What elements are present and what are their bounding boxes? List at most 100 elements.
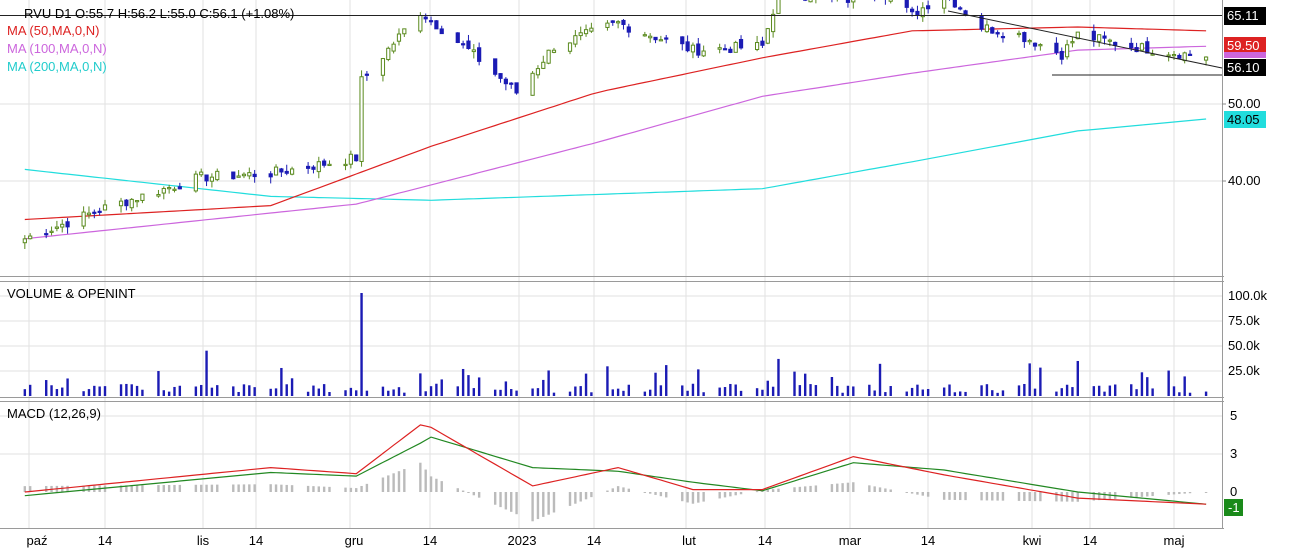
candle-body [904, 0, 909, 8]
candle-body [199, 171, 204, 176]
macd-histogram-bar [403, 469, 406, 492]
ma50-tag: 59.50 [1227, 38, 1260, 53]
volume-bar [584, 373, 588, 396]
volume-bar [873, 390, 876, 396]
candle-body [1182, 52, 1187, 62]
macd-histogram-bar [285, 484, 288, 492]
candle-body [926, 5, 931, 10]
volume-bar [948, 384, 951, 396]
volume-bar [312, 385, 315, 396]
time-axis: paź 14 lis 14 gru 14 2023 14 lut 14 mar … [27, 533, 1185, 548]
candle-body [1171, 54, 1177, 57]
ma50-legend: MA (50,MA,0,N) [7, 23, 99, 38]
macd-histogram-bar [317, 486, 320, 492]
candle-body [642, 34, 647, 37]
macd-histogram-bar [1204, 492, 1208, 493]
volume-bar [1178, 392, 1181, 396]
macd-histogram-bar [365, 483, 369, 492]
macd-histogram-bar [1146, 492, 1149, 497]
candle-body [1091, 30, 1096, 41]
volume-bar [542, 379, 545, 396]
candle-body [49, 230, 54, 233]
volume-bar [472, 388, 476, 396]
candle-body [765, 28, 770, 44]
candle-body [664, 37, 669, 40]
candle-body [1129, 42, 1134, 49]
macd-histogram-bar [590, 492, 593, 498]
candle-body [193, 173, 198, 192]
macd-histogram-bar [926, 492, 930, 497]
macd-histogram-bar [985, 492, 989, 501]
volume-bar [510, 389, 513, 396]
volume-bar [328, 392, 331, 396]
candle-body [1000, 36, 1006, 39]
candle-body [65, 221, 70, 228]
ma100-legend: MA (100,MA,0,N) [7, 41, 107, 56]
macd-histogram-bar [643, 492, 647, 493]
volume-bar [477, 377, 481, 396]
panel-frames [0, 0, 1224, 529]
time-label: 2023 [508, 533, 537, 548]
candle-body [509, 82, 514, 85]
time-label: lis [197, 533, 210, 548]
macd-histogram-bar [884, 488, 887, 492]
candle-body [696, 43, 701, 56]
volume-bar [504, 381, 508, 396]
time-label: 14 [1083, 533, 1097, 548]
ma200-line [24, 118, 1207, 201]
volume-bar [910, 387, 914, 396]
candle-body [364, 73, 370, 76]
candle-body [391, 43, 396, 52]
volume-bar [392, 389, 395, 396]
macd-histogram-bar [360, 485, 363, 492]
candle-body [134, 200, 140, 203]
volume-bar [493, 389, 497, 396]
macd-histogram-bar [119, 485, 123, 492]
volume-bar [103, 386, 107, 396]
macd-histogram-bar [248, 484, 251, 492]
volume-tick-label: 75.0k [1228, 313, 1260, 328]
macd-histogram-bar [916, 492, 919, 495]
candle-body [653, 36, 658, 41]
candle-body [658, 39, 663, 42]
volume-bar [355, 390, 358, 396]
volume-bar [200, 384, 203, 396]
ma200-tag-bg [1224, 111, 1266, 128]
macd-histogram-bar [194, 484, 198, 492]
macd-histogram-bar [242, 484, 246, 492]
candle-body [546, 49, 551, 64]
last-price-tag-bg [1224, 59, 1266, 76]
candle-body [1059, 50, 1064, 60]
macd-histogram-bar [568, 492, 572, 506]
macd-histogram-bar [910, 492, 914, 494]
macd-histogram-bar [665, 492, 668, 498]
candle-body [680, 36, 685, 45]
candle-body [621, 19, 626, 25]
volume-bar [616, 388, 620, 396]
candle-body [685, 41, 690, 52]
candle-body [215, 170, 220, 181]
volume-bar [1028, 363, 1031, 396]
macd-histogram-bar [964, 492, 967, 501]
candle-body [808, 0, 813, 3]
volume-bar [889, 386, 892, 396]
candle-body [1177, 54, 1182, 59]
macd-histogram-bar [536, 492, 540, 520]
macd-histogram-bar [23, 486, 27, 492]
volume-bar [803, 373, 807, 396]
candle-body [551, 49, 557, 53]
macd-histogram-bar [1103, 492, 1106, 500]
candle-body [86, 212, 92, 216]
macd-histogram-bar [210, 484, 214, 492]
macd-histogram-bar [290, 485, 294, 492]
candle-body [231, 171, 236, 180]
volume-bar [1146, 377, 1149, 396]
candle-body [1097, 34, 1102, 42]
volume-bar [344, 390, 347, 396]
macd-histogram-bar [868, 485, 871, 492]
macd-histogram-bar [322, 486, 326, 492]
volume-bar [531, 388, 534, 396]
volume-bar [1097, 385, 1101, 396]
candle-body [909, 8, 915, 13]
candle-body [439, 28, 444, 35]
